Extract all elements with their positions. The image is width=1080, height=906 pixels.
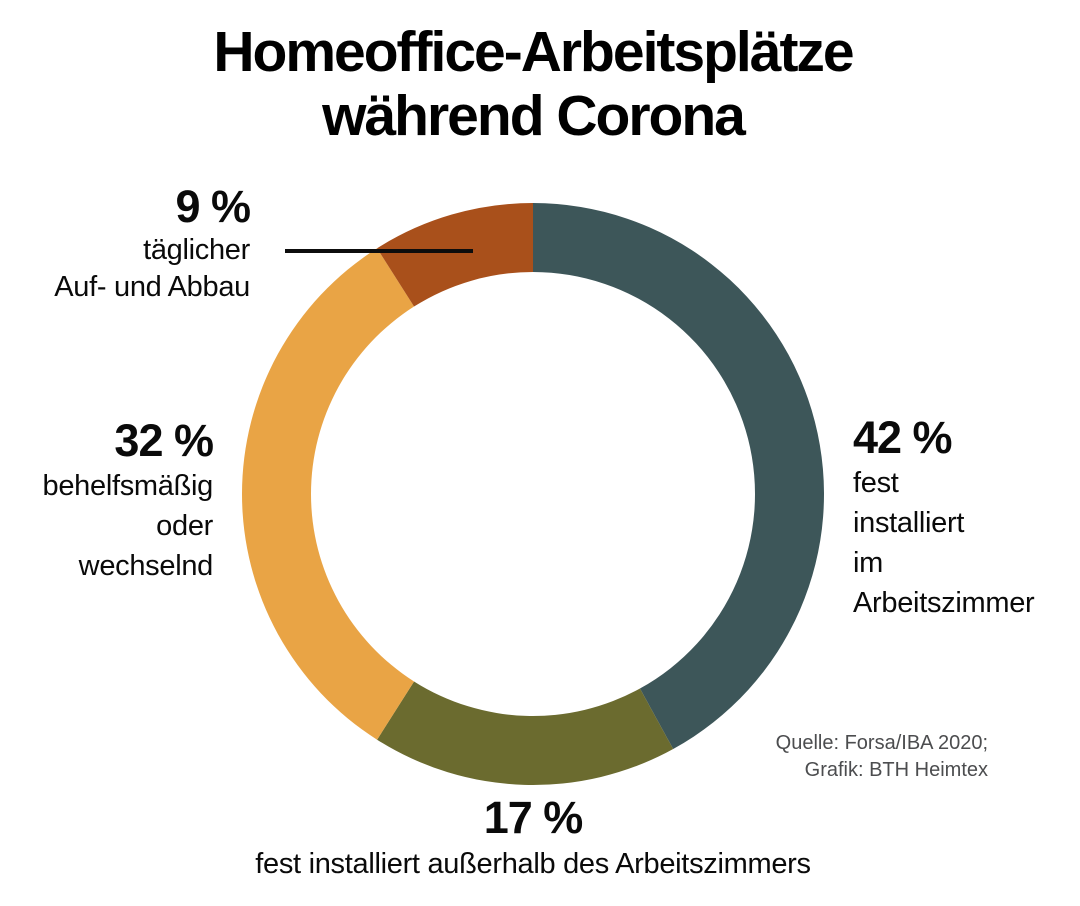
segment-label-fixed-outside: 17 % fest installiert außerhalb des Arbe…: [0, 793, 1066, 885]
segment-value-fixed-office: 42 %: [853, 412, 953, 463]
source-credit-line-2: Grafik: BTH Heimtex: [804, 759, 988, 781]
donut-segment-2: behelfsmäßig oder wechselnd – 32 %: [241, 248, 415, 740]
chart-title-line-2: während Corona: [322, 84, 746, 148]
donut-segment-1: fest installiert außerhalb des Arbeitszi…: [377, 681, 674, 785]
segment-value-makeshift: 32 %: [114, 415, 214, 466]
segment-text-daily-1: täglicher: [143, 234, 250, 266]
chart-title-line-1: Homeoffice-Arbeitsplätze: [213, 20, 854, 84]
segment-label-daily: 9 % täglicher Auf- und Abbau: [54, 181, 251, 306]
segment-text-daily-2: Auf- und Abbau: [54, 271, 250, 303]
segment-label-makeshift: 32 % behelfsmäßig oder wechselnd: [43, 416, 214, 586]
donut-segment-3: täglicher Auf- und Abbau – 9 %: [377, 203, 533, 307]
source-credit-line-1: Quelle: Forsa/IBA 2020;: [775, 732, 988, 754]
source-credit: Quelle: Forsa/IBA 2020; Grafik: BTH Heim…: [776, 730, 988, 784]
segment-text-fixed-office-3: im: [853, 547, 884, 579]
segment-label-fixed-office: 42 % fest installiert im Arbeitszimmer: [853, 412, 1035, 623]
segment-value-daily: 9 %: [175, 181, 251, 232]
chart-title: Homeoffice-Arbeitsplätze während Corona: [0, 20, 1066, 148]
segment-text-fixed-office-2: installiert: [853, 507, 965, 539]
segment-text-fixed-office-4: Arbeitszimmer: [853, 587, 1035, 619]
segment-text-makeshift-1: behelfsmäßig: [42, 470, 214, 502]
donut-segment-0: fest installiert im Arbeitszimmer – 42 %: [533, 203, 825, 750]
segment-text-makeshift-2: oder: [156, 510, 213, 542]
segment-text-makeshift-3: wechselnd: [78, 550, 214, 582]
segment-value-fixed-outside: 17 %: [483, 792, 584, 843]
callout-line-daily-segment: [285, 249, 473, 253]
segment-text-fixed-office-1: fest: [853, 467, 899, 499]
segment-text-fixed-outside-1: fest installiert außerhalb des Arbeitszi…: [255, 848, 811, 880]
